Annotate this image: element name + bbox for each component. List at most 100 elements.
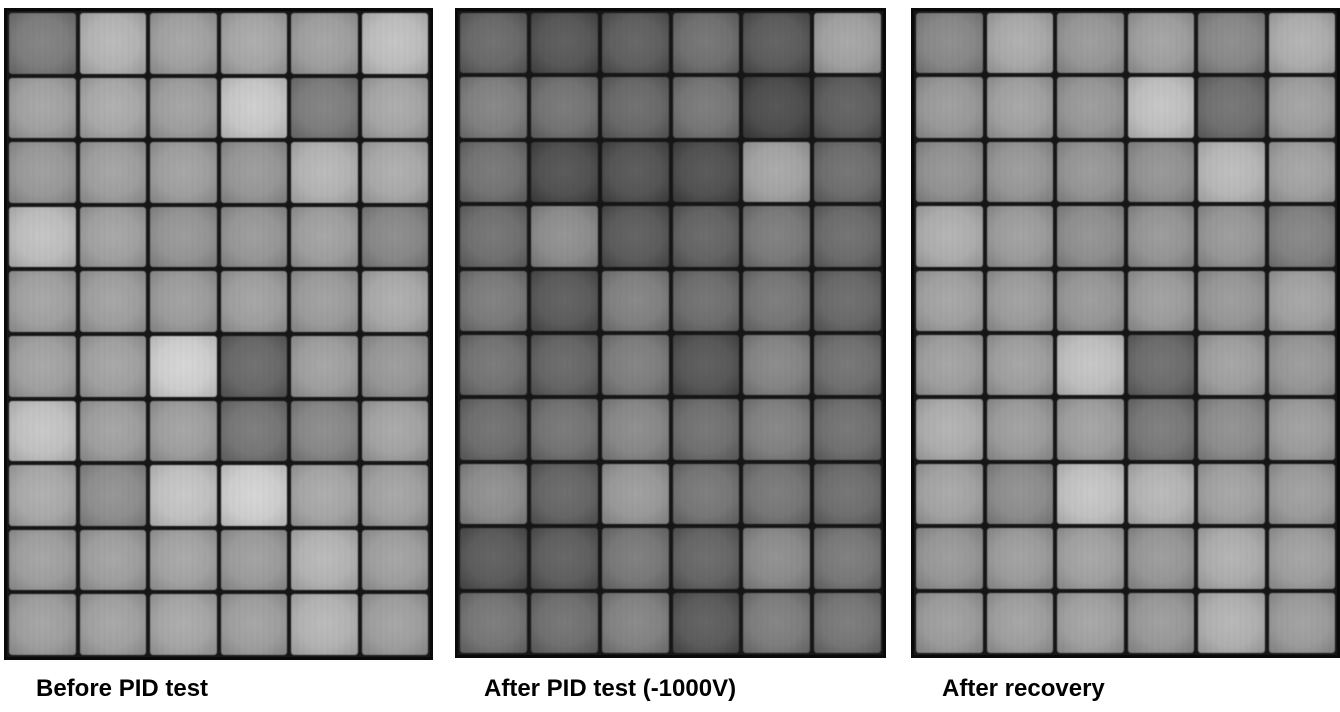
solar-cell: [986, 463, 1053, 525]
solar-cell: [291, 335, 358, 397]
solar-cell: [460, 463, 527, 525]
solar-cell: [79, 335, 146, 397]
solar-cell: [79, 400, 146, 462]
solar-cell: [1198, 141, 1265, 203]
solar-cell: [79, 529, 146, 591]
solar-cell: [220, 465, 287, 526]
solar-cell: [916, 335, 983, 396]
solar-cell: [672, 13, 740, 74]
solar-cell: [986, 206, 1053, 267]
solar-cell: [1198, 463, 1265, 525]
solar-cell: [814, 463, 881, 525]
solar-cell: [1198, 399, 1265, 460]
solar-cell: [1268, 13, 1335, 74]
solar-cell: [743, 270, 811, 331]
solar-cell: [530, 335, 598, 396]
solar-cell: [79, 465, 146, 526]
solar-cell: [916, 592, 983, 653]
solar-cell: [986, 13, 1053, 74]
solar-cell: [291, 206, 358, 268]
solar-cell: [1198, 270, 1265, 331]
solar-cell: [220, 335, 287, 397]
solar-cell: [601, 463, 669, 525]
solar-cell: [814, 141, 881, 203]
solar-cell: [1268, 77, 1335, 138]
solar-cell: [672, 399, 740, 460]
solar-cell: [361, 400, 428, 462]
solar-cell: [814, 528, 881, 589]
solar-cell: [291, 77, 358, 139]
solar-cell: [814, 592, 881, 653]
caption-before-pid-test: Before PID test: [36, 675, 209, 702]
solar-cell: [460, 592, 527, 653]
solar-cell: [1127, 528, 1194, 589]
solar-cell: [460, 141, 527, 203]
solar-cell: [743, 335, 811, 396]
solar-cell: [291, 142, 358, 203]
solar-cell: [530, 77, 598, 138]
solar-cell: [291, 594, 358, 655]
solar-cell: [530, 13, 598, 74]
el-image-after-pid-test: [455, 8, 886, 658]
solar-cell: [150, 594, 217, 655]
solar-cell: [291, 465, 358, 526]
solar-cell: [1268, 399, 1335, 460]
solar-cell: [743, 463, 811, 525]
solar-cell: [150, 271, 217, 332]
solar-cell: [361, 465, 428, 526]
solar-cell: [743, 399, 811, 460]
solar-cell: [672, 77, 740, 138]
solar-cell: [9, 335, 76, 397]
solar-cell: [1057, 141, 1124, 203]
solar-cell: [601, 206, 669, 267]
solar-cell: [530, 206, 598, 267]
solar-cell: [1268, 592, 1335, 653]
solar-cell: [916, 13, 983, 74]
solar-cell: [460, 13, 527, 74]
solar-cell: [1268, 463, 1335, 525]
solar-cell: [460, 399, 527, 460]
solar-cell: [1057, 13, 1124, 74]
solar-cell: [460, 206, 527, 267]
solar-cell: [220, 77, 287, 139]
solar-cell: [9, 206, 76, 268]
solar-cell: [601, 528, 669, 589]
solar-cell: [672, 141, 740, 203]
solar-cell: [150, 13, 217, 74]
solar-cell: [9, 400, 76, 462]
solar-cell: [672, 528, 740, 589]
solar-cell: [1057, 335, 1124, 396]
solar-cell: [9, 271, 76, 332]
solar-cell: [916, 270, 983, 331]
solar-cell: [291, 400, 358, 462]
solar-cell: [986, 592, 1053, 653]
solar-cell: [530, 270, 598, 331]
solar-cell: [916, 141, 983, 203]
caption-after-recovery: After recovery: [942, 675, 1105, 702]
solar-cell: [79, 206, 146, 268]
solar-cell: [986, 335, 1053, 396]
solar-cell: [79, 594, 146, 655]
solar-cell: [601, 335, 669, 396]
solar-cell: [672, 335, 740, 396]
solar-cell: [1198, 206, 1265, 267]
solar-cell: [1268, 528, 1335, 589]
solar-cell: [601, 399, 669, 460]
solar-cell: [814, 335, 881, 396]
solar-cell: [986, 141, 1053, 203]
solar-cell: [916, 399, 983, 460]
solar-cell: [1198, 77, 1265, 138]
solar-cell: [1057, 463, 1124, 525]
solar-cell: [1127, 206, 1194, 267]
solar-cell: [1127, 399, 1194, 460]
solar-cell: [150, 465, 217, 526]
solar-cell: [9, 465, 76, 526]
solar-cell: [1127, 335, 1194, 396]
solar-cell: [743, 77, 811, 138]
solar-cell: [986, 528, 1053, 589]
solar-cell: [361, 529, 428, 591]
solar-cell: [814, 399, 881, 460]
solar-cell: [1198, 13, 1265, 74]
solar-cell: [79, 13, 146, 74]
el-image-after-recovery: [911, 8, 1340, 658]
